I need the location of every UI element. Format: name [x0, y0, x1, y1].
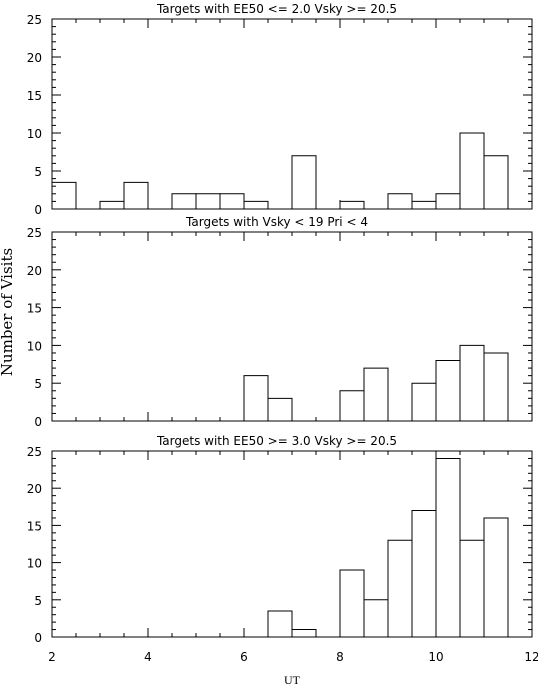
histogram-bar	[339, 569, 365, 637]
y-tick-label: 0	[34, 631, 42, 645]
histogram-bar	[339, 390, 365, 421]
histogram-bar	[435, 457, 461, 637]
histogram-bar	[387, 193, 413, 209]
y-tick-label: 15	[27, 89, 42, 103]
y-tick-label: 20	[27, 51, 42, 65]
histogram-bar	[363, 367, 389, 421]
y-tick-label: 5	[34, 594, 42, 608]
x-tick-label: 12	[524, 650, 538, 664]
histogram-bar	[219, 193, 245, 209]
y-tick-label: 5	[34, 165, 42, 179]
histogram-panel-2: Targets with Vsky < 19 Pri < 4 0 5 10 15 20 25	[27, 215, 533, 429]
y-tick-label: 25	[27, 226, 42, 240]
histogram-bar	[267, 610, 293, 637]
y-tick-label: 10	[27, 127, 42, 141]
histogram-bar	[459, 344, 485, 421]
histogram-panel-3: Targets with EE50 >= 3.0 Vsky >= 20.5 0 5 1…	[27, 434, 538, 664]
y-tick-label: 10	[27, 339, 42, 353]
histogram-bar	[195, 193, 221, 209]
histogram-bar	[435, 193, 461, 209]
histogram-bar	[435, 360, 461, 421]
panel-title: Targets with EE50 <= 2.0 Vsky >= 20.5	[156, 2, 397, 16]
y-tick-label: 25	[27, 13, 42, 27]
y-tick-label: 20	[27, 264, 42, 278]
x-tick-label: 2	[48, 650, 56, 664]
x-tick-label: 10	[428, 650, 443, 664]
x-axis-label: UT	[284, 673, 301, 687]
panel-title: Targets with EE50 >= 3.0 Vsky >= 20.5	[156, 434, 397, 448]
histogram-bar	[99, 200, 125, 209]
histogram-bar	[363, 599, 389, 637]
histogram-bar	[339, 200, 365, 209]
histogram-bar	[51, 181, 77, 209]
x-tick-label: 6	[240, 650, 248, 664]
histogram-bar	[291, 629, 317, 637]
histogram-panel-1: Targets with EE50 <= 2.0 Vsky >= 20.5 0 5 1…	[27, 2, 533, 217]
histogram-bar	[267, 397, 293, 421]
y-axis-label: Number of Visits	[0, 248, 16, 376]
y-tick-label: 15	[27, 519, 42, 533]
histogram-bar	[387, 539, 413, 637]
histogram-bar	[483, 517, 509, 637]
histogram-bar	[459, 539, 485, 637]
panel-title: Targets with Vsky < 19 Pri < 4	[185, 215, 368, 229]
histogram-bar	[411, 510, 437, 637]
y-tick-label: 25	[27, 445, 42, 459]
x-tick-label: 8	[336, 650, 344, 664]
y-tick-label: 20	[27, 482, 42, 496]
histogram-bar	[459, 132, 485, 209]
y-tick-label: 15	[27, 302, 42, 316]
y-tick-label: 5	[34, 377, 42, 391]
histogram-bar	[483, 155, 509, 209]
histogram-bar	[243, 375, 269, 421]
histogram-bar	[291, 155, 317, 209]
histogram-bar	[243, 200, 269, 209]
histogram-bar	[123, 181, 149, 209]
y-tick-label: 10	[27, 557, 42, 571]
y-tick-label: 0	[34, 415, 42, 429]
histogram-bar	[411, 382, 437, 421]
x-tick-label: 4	[144, 650, 152, 664]
histogram-bar	[411, 200, 437, 209]
y-tick-label: 0	[34, 203, 42, 217]
histogram-bar	[171, 193, 197, 209]
histogram-bar	[483, 352, 509, 421]
